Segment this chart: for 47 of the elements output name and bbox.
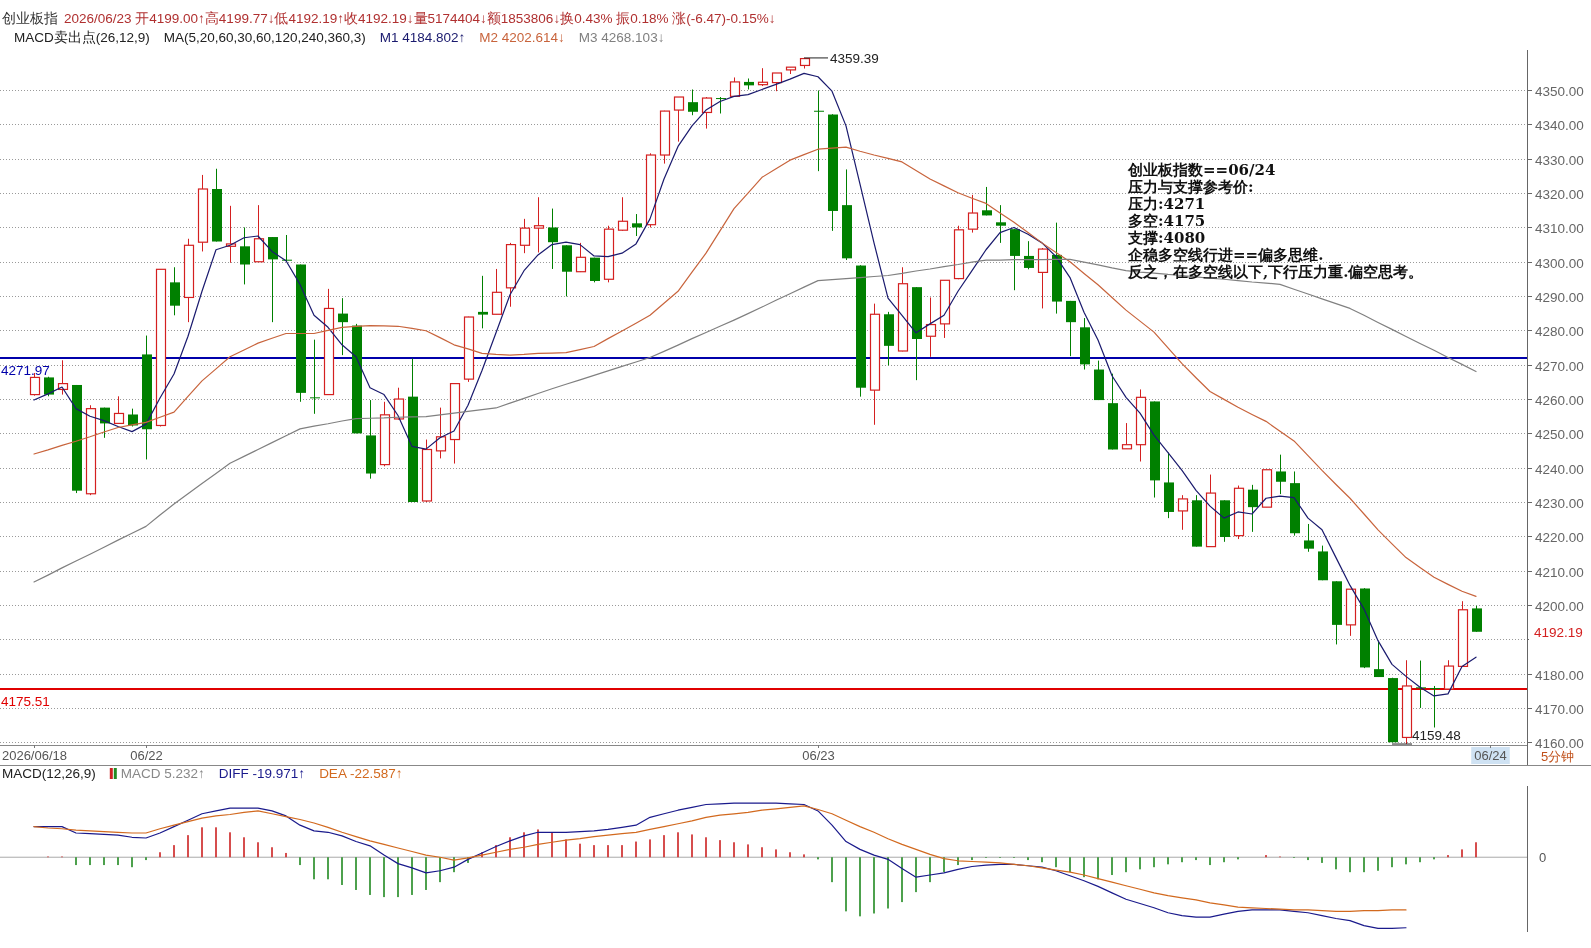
annotation: 企稳多空线行进==偏多思维. (1127, 246, 1324, 264)
y-tick-label: 4220.00 (1535, 529, 1584, 545)
chart-title: 创业板指 (2, 11, 58, 26)
y-tick-label: 4280.00 (1535, 323, 1584, 339)
y-tick-label: 4340.00 (1535, 117, 1584, 133)
annotation: 创业板指数==06/24 (1127, 161, 1276, 179)
x-tick-label: 06/23 (802, 748, 835, 763)
chart-title: MACD(12,26,9) (2, 766, 96, 781)
y-tick-label: 4310.00 (1535, 220, 1584, 236)
annotation: 4159.48 (1412, 728, 1461, 744)
y-tick-label: 4270.00 (1535, 358, 1584, 374)
x-tick-label: 2026/06/18 (1, 748, 68, 763)
y-tick-label: 4300.00 (1535, 255, 1584, 271)
text: M3 4268.103↓ (578, 30, 665, 45)
y-tick-label: 4160.00 (1535, 735, 1584, 751)
x-tick-label: 06/22 (130, 748, 163, 763)
text: M2 4202.614↓ (479, 30, 565, 45)
text: DIFF -19.971↑ (218, 766, 306, 781)
y-tick-label: 4330.00 (1535, 152, 1584, 168)
annotation: 多空:4175 (1128, 212, 1206, 230)
y-tick-label: 4200.00 (1535, 598, 1584, 614)
text: 5分钟 (1541, 749, 1575, 764)
y-tick-label: 4320.00 (1535, 186, 1584, 202)
y-tick-label: 4240.00 (1535, 461, 1584, 477)
annotation: 4359.39 (830, 50, 879, 66)
ref-line-label: 4271.97 (1, 362, 50, 378)
y-tick-label: 4250.00 (1535, 426, 1584, 442)
annotation: 支撑:4080 (1127, 229, 1206, 247)
text: 0 (1539, 850, 1547, 866)
text: MACD卖出点(26,12,9) (14, 30, 150, 45)
y-tick-label: 4210.00 (1535, 564, 1584, 580)
y-tick-label: 4230.00 (1535, 495, 1584, 511)
legend-label: MACD 5.232↑ (120, 766, 205, 781)
chart-subtitle: 2026/06/23 开4199.00↑高4199.77↓低4192.19↑收4192.19↓量5174404↓额1853806↓换0.43% 振0.18% 涨(-6.47)-0.15%↓ (64, 11, 776, 26)
y-tick-label: 4350.00 (1535, 83, 1584, 99)
annotation: 压力与支撑参考价: (1127, 178, 1254, 196)
y-tick-label: 4260.00 (1535, 392, 1584, 408)
annotation: 反之，在多空线以下,下行压力重.偏空思考。 (1127, 263, 1424, 281)
y-tick-label: 4180.00 (1535, 667, 1584, 683)
ref-line-label: 4175.51 (1, 694, 50, 710)
text: DEA -22.587↑ (319, 766, 403, 781)
text: MA(5,20,60,30,60,120,240,360,3) (163, 30, 366, 45)
y-tick-label: 4290.00 (1535, 289, 1584, 305)
annotation: 压力:4271 (1127, 195, 1206, 213)
text: M1 4184.802↑ (379, 30, 466, 45)
y-tick-label: 4170.00 (1535, 701, 1584, 717)
text: 4192.19 (1534, 624, 1583, 640)
